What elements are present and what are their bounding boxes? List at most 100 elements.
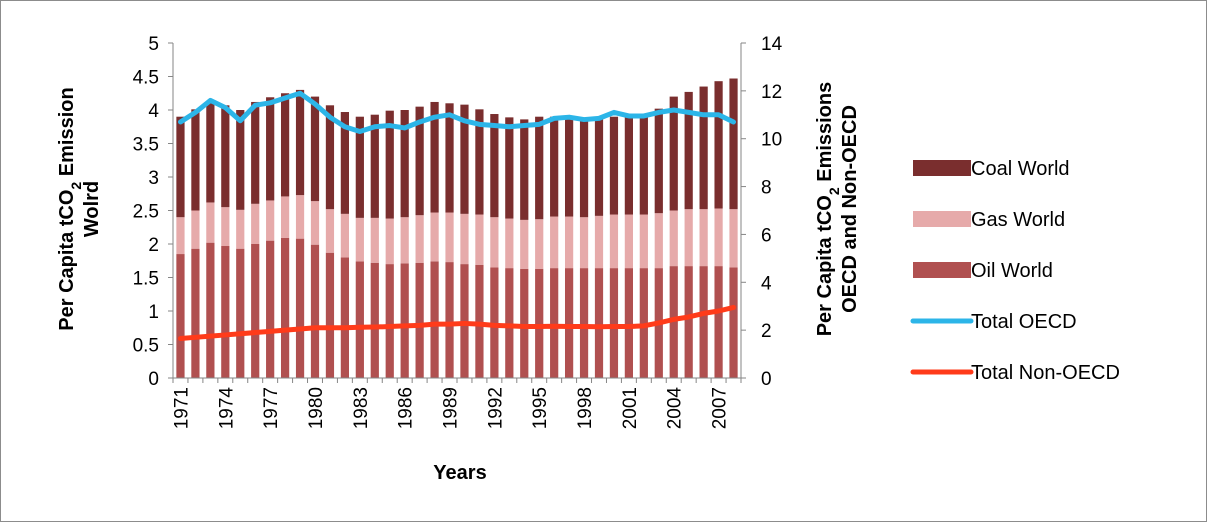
bar-gas-world-1984 xyxy=(370,217,379,263)
bar-gas-world-1996 xyxy=(550,216,559,269)
bar-gas-world-1992 xyxy=(490,217,499,268)
bar-oil-world-1986 xyxy=(400,263,409,378)
y-axis-title: Per Capita tCO2 Emission xyxy=(56,87,84,330)
bar-coal-world-1975 xyxy=(236,110,245,210)
y2-tick-label: 2 xyxy=(761,321,772,342)
x-tick-label: 1998 xyxy=(575,387,596,429)
bar-oil-world-1975 xyxy=(236,248,245,378)
bar-coal-world-1993 xyxy=(505,117,514,219)
bar-coal-world-2002 xyxy=(639,114,648,215)
bar-gas-world-1985 xyxy=(385,218,394,265)
bar-coal-world-2004 xyxy=(669,96,678,211)
y2-tick-label: 4 xyxy=(761,273,772,294)
bar-gas-world-1986 xyxy=(400,217,409,264)
bar-coal-world-1971 xyxy=(176,116,185,218)
bar-oil-world-2007 xyxy=(714,266,723,378)
bar-gas-world-1975 xyxy=(236,209,245,249)
bar-coal-world-1995 xyxy=(535,116,544,220)
bar-oil-world-1999 xyxy=(594,268,604,378)
bar-gas-world-1972 xyxy=(191,210,200,249)
bar-gas-world-1977 xyxy=(266,200,275,241)
x-tick-label: 1977 xyxy=(261,387,282,429)
bar-coal-world-1972 xyxy=(191,109,200,211)
bar-oil-world-1979 xyxy=(295,238,305,378)
bar-gas-world-1978 xyxy=(280,196,290,238)
bar-oil-world-2000 xyxy=(609,268,619,378)
bar-coal-world-1999 xyxy=(594,118,604,216)
legend-swatch-oil-world xyxy=(913,262,971,278)
bar-coal-world-1978 xyxy=(280,93,290,197)
bar-oil-world-1992 xyxy=(490,267,499,378)
bar-coal-world-1985 xyxy=(385,110,394,219)
bar-coal-world-1981 xyxy=(325,105,335,210)
bar-coal-world-1974 xyxy=(221,105,230,208)
y2-tick-label: 10 xyxy=(761,130,782,151)
bar-oil-world-1982 xyxy=(340,257,349,378)
bar-gas-world-2008 xyxy=(729,209,738,268)
bar-coal-world-1976 xyxy=(251,101,260,204)
y-tick-label: 4.5 xyxy=(133,68,159,89)
legend-swatch-coal-world xyxy=(913,160,971,176)
legend: Coal World Gas World Oil World Total OECD To… xyxy=(910,158,1120,384)
ticks-layer: 0 0.5 1 1.5 2 2.5 3 3.5 4 4.5 5 0 2 4 6 8 10 12 14 1971 1974… xyxy=(133,34,783,429)
bar-oil-world-1991 xyxy=(475,264,484,378)
bar-gas-world-1976 xyxy=(251,203,260,244)
y-tick-label: 0 xyxy=(148,369,159,390)
bar-oil-world-1996 xyxy=(550,268,559,378)
bar-coal-world-1994 xyxy=(520,119,529,220)
bar-gas-world-1994 xyxy=(520,219,529,269)
bar-gas-world-2004 xyxy=(669,210,678,267)
bar-gas-world-2006 xyxy=(699,209,708,267)
bar-oil-world-1995 xyxy=(535,268,544,378)
lines-layer xyxy=(177,90,737,342)
y-tick-label: 1.5 xyxy=(133,269,159,290)
y-tick-label: 5 xyxy=(148,34,159,55)
bar-coal-world-2005 xyxy=(684,91,693,210)
bar-oil-world-1997 xyxy=(564,268,574,378)
bar-gas-world-1987 xyxy=(415,215,424,263)
legend-label-total-non-oecd: Total Non-OECD xyxy=(971,362,1120,384)
bar-gas-world-1974 xyxy=(221,207,230,247)
y2-axis-title-line2: OECD and Non-OECD xyxy=(839,105,861,313)
x-tick-label: 1980 xyxy=(306,387,327,429)
bar-coal-world-1982 xyxy=(340,112,349,214)
bar-oil-world-1993 xyxy=(505,268,514,378)
y-tick-label: 2 xyxy=(148,235,159,256)
x-tick-label: 1992 xyxy=(485,387,506,429)
line-total-non-oecd xyxy=(177,304,737,342)
bar-coal-world-2003 xyxy=(654,108,663,214)
bar-oil-world-2008 xyxy=(729,267,738,378)
bar-oil-world-1978 xyxy=(280,237,290,378)
bar-coal-world-1988 xyxy=(430,101,439,213)
bar-coal-world-2000 xyxy=(609,116,619,215)
bar-coal-world-1973 xyxy=(206,103,215,203)
bar-gas-world-1988 xyxy=(430,212,439,262)
legend-label-oil-world: Oil World xyxy=(971,260,1053,282)
bar-coal-world-1998 xyxy=(579,118,589,218)
legend-label-total-oecd: Total OECD xyxy=(971,311,1077,333)
bar-gas-world-1979 xyxy=(295,195,305,239)
bar-oil-world-2004 xyxy=(669,266,678,378)
y2-tick-label: 6 xyxy=(761,225,772,246)
bar-coal-world-2001 xyxy=(624,116,633,215)
y-tick-label: 3.5 xyxy=(133,135,159,156)
bar-gas-world-2003 xyxy=(654,213,663,269)
x-tick-label: 1983 xyxy=(351,387,372,429)
bar-coal-world-1991 xyxy=(475,109,484,215)
y2-axis-title-subscript: 2 xyxy=(826,187,842,195)
bar-coal-world-1986 xyxy=(400,110,409,218)
x-tick-label: 1995 xyxy=(530,387,551,429)
bar-oil-world-1984 xyxy=(370,262,379,378)
bar-gas-world-2005 xyxy=(684,209,693,267)
bar-gas-world-1980 xyxy=(310,201,320,245)
y2-tick-label: 12 xyxy=(761,82,782,103)
bar-gas-world-2007 xyxy=(714,208,723,267)
y-tick-label: 4 xyxy=(148,101,159,122)
bar-gas-world-1993 xyxy=(505,218,514,269)
y-tick-label: 0.5 xyxy=(133,336,159,357)
bar-oil-world-1980 xyxy=(310,244,320,378)
y2-tick-label: 0 xyxy=(761,369,772,390)
bar-gas-world-1995 xyxy=(535,219,544,269)
y2-axis-title: Per Capita tCO2 Emissions xyxy=(814,82,842,337)
bar-coal-world-1979 xyxy=(295,89,305,196)
